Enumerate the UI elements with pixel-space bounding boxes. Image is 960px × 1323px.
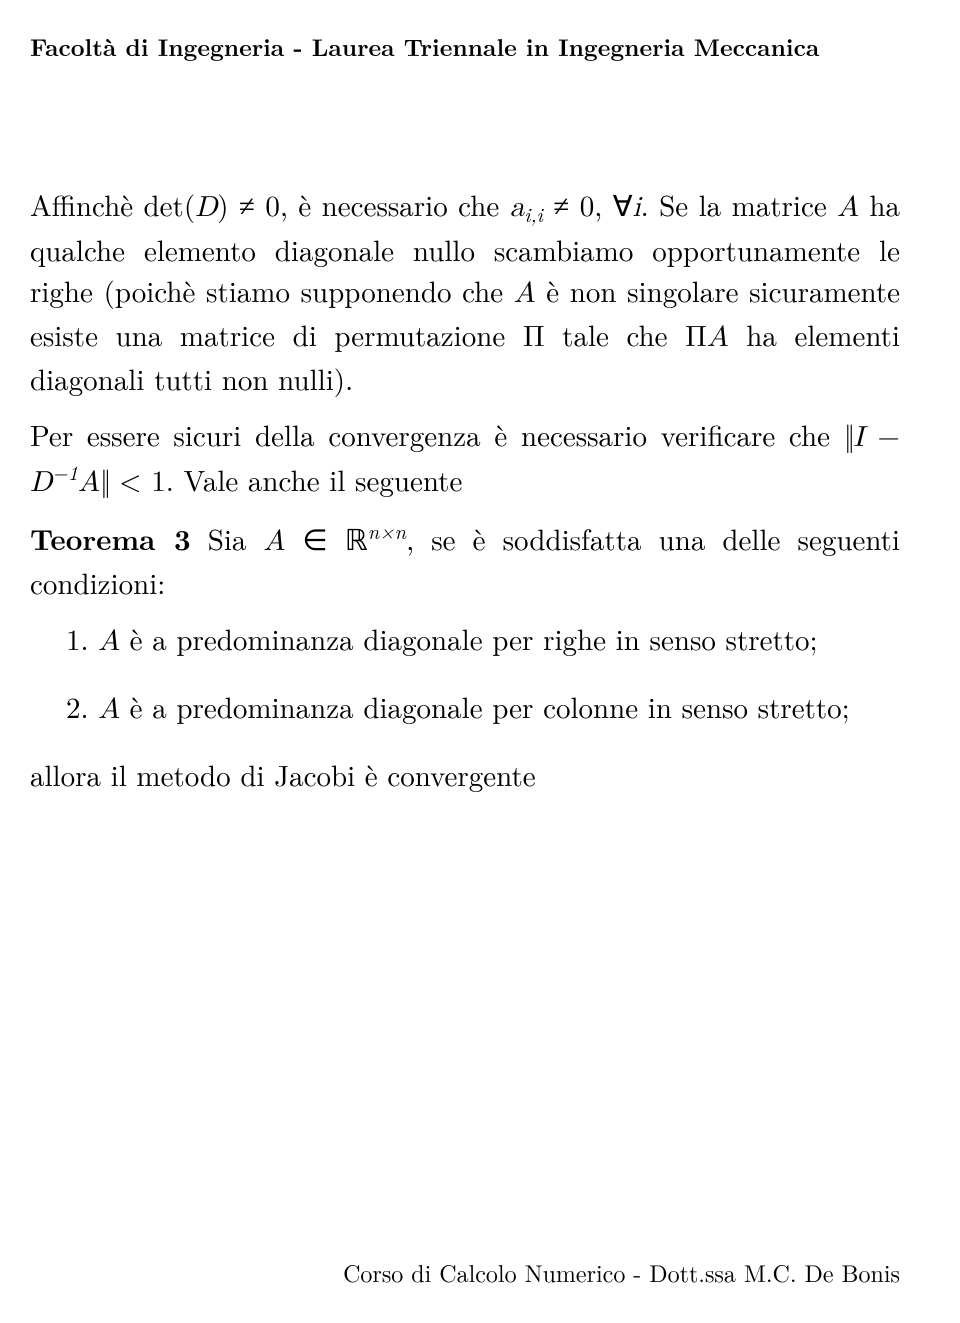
math-I: I [853, 423, 863, 452]
math-R: ℝ [345, 525, 368, 557]
norm-open: ‖ [844, 414, 854, 455]
norm-close: ‖ [100, 459, 110, 500]
math-sup-nxn: n×n [368, 516, 406, 545]
text: Per essere sicuri della convergenza è ne… [30, 414, 844, 455]
text: < 1. Vale anche il seguente [109, 459, 462, 500]
math-D: D [195, 193, 217, 222]
paragraph-2: Per essere sicuri della convergenza è ne… [30, 414, 900, 504]
list-item: 2. A è a predominanza diagonale per colo… [66, 686, 900, 730]
math-A: A [514, 279, 536, 308]
text: Sia [191, 518, 264, 559]
paragraph-1: Affinchè det(D) ≠ 0, è necessario che ai… [30, 184, 900, 400]
page-header: Facoltà di Ingegneria - Laurea Triennale… [30, 30, 900, 64]
text: è a predominanza diagonale per righe in … [120, 618, 818, 659]
math-A: A [264, 527, 286, 556]
math-a: a [510, 193, 525, 222]
text: ≠ 0, ∀ [543, 184, 633, 225]
text: ∈ [285, 518, 344, 559]
theorem-3: Teorema 3 Sia A ∈ ℝn×n, se è soddisfatta… [30, 517, 900, 604]
list-item: 1. A è a predominanza diagonale per righ… [66, 618, 900, 662]
text: è a predominanza diagonale per colonne i… [120, 686, 850, 727]
math-sup-neg1: −1 [52, 457, 78, 486]
conditions-list: 1. A è a predominanza diagonale per righ… [30, 618, 900, 730]
page-footer: Corso di Calcolo Numerico - Dott.ssa M.C… [30, 1255, 900, 1293]
text: ) ≠ 0, è necessario che [217, 184, 509, 225]
list-number: 2. [66, 686, 98, 727]
text: . Se la matrice [641, 184, 838, 225]
math-A: A [98, 695, 120, 724]
math-A: A [837, 193, 859, 222]
page: Facoltà di Ingegneria - Laurea Triennale… [0, 0, 960, 1323]
math-i: i [633, 193, 641, 222]
text: Affinchè det( [30, 184, 195, 225]
math-D: D [30, 468, 52, 497]
math-A: A [78, 468, 100, 497]
body: Affinchè det(D) ≠ 0, è necessario che ai… [30, 184, 900, 809]
math-sub-ii: i,i [524, 199, 543, 228]
theorem-label: Teorema 3 [30, 517, 191, 559]
math-A: A [98, 627, 120, 656]
math-A: A [707, 323, 729, 352]
list-number: 1. [66, 618, 98, 659]
conclusion: allora il metodo di Jacobi è convergente [30, 754, 900, 795]
